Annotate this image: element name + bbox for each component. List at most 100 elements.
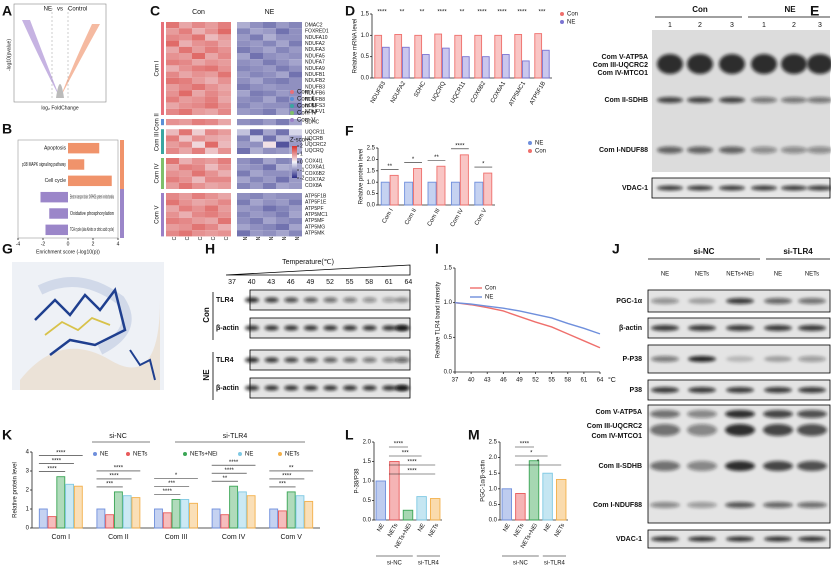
heatmap-cell xyxy=(205,230,218,237)
heatmap-cell xyxy=(276,96,289,103)
blot-band xyxy=(687,185,713,191)
category-label: TCA cycle (aka Krebs or citric acid cycl… xyxy=(70,227,114,233)
row-label: ATP5MG xyxy=(305,224,325,230)
bar xyxy=(237,491,247,529)
y-axis-label: -log10(pvalue) xyxy=(6,39,12,71)
heatmap-cell xyxy=(166,211,179,218)
x-tick-label: 61 xyxy=(581,378,588,384)
heatmap-cell xyxy=(179,96,192,103)
heatmap-cell xyxy=(166,71,179,78)
blot-band xyxy=(764,298,792,304)
legend-title: Z-score xyxy=(290,138,311,144)
blot-band xyxy=(651,387,679,393)
temperature-label: 58 xyxy=(365,279,373,286)
blot-band xyxy=(688,356,716,362)
scale-tick-label: 1 xyxy=(300,151,303,157)
temperature-label: 40 xyxy=(248,279,256,286)
heatmap-cell xyxy=(192,176,205,183)
blot-band xyxy=(284,325,299,331)
heatmap-cell xyxy=(276,141,289,148)
group-label: si-NC xyxy=(694,247,715,256)
heatmap-cell xyxy=(276,205,289,212)
bar xyxy=(528,460,540,521)
heatmap-cell xyxy=(263,164,276,171)
volcano-plot: NE vs Control log₂ FoldChange -log10(pva… xyxy=(6,3,107,111)
heatmap-cell xyxy=(166,22,179,29)
heatmap-cell xyxy=(263,108,276,115)
temperature-label: 61 xyxy=(385,279,393,286)
heatmap-cell xyxy=(263,119,276,126)
heatmap-cell xyxy=(276,158,289,165)
bar xyxy=(189,502,198,529)
bar xyxy=(154,508,163,529)
bar xyxy=(65,483,74,529)
heatmap-cell xyxy=(179,90,192,97)
blot-band xyxy=(726,536,754,542)
blot-band xyxy=(725,461,755,471)
x-tick-label: 4 xyxy=(117,241,120,247)
heatmap-cell xyxy=(179,129,192,136)
column-label: N5 xyxy=(295,234,301,241)
heatmap-cell xyxy=(263,96,276,103)
group-label: Com I xyxy=(155,60,161,76)
significance-label: **** xyxy=(377,10,387,16)
blot-band xyxy=(687,424,717,436)
bar xyxy=(494,34,503,79)
heatmap-cell xyxy=(250,119,263,126)
bar xyxy=(421,54,430,79)
heatmap-cell xyxy=(205,102,218,109)
heatmap-cell xyxy=(218,90,231,97)
heatmap-cell xyxy=(218,77,231,84)
heatmap-cell xyxy=(289,129,302,136)
row-label: ATP5PF xyxy=(305,206,324,212)
bar xyxy=(429,498,441,521)
heatmap-cell xyxy=(237,53,250,60)
blot-band xyxy=(764,387,792,393)
y-axis-label: Relative protein level xyxy=(359,149,365,205)
heatmap-cell xyxy=(263,230,276,237)
legend-marker xyxy=(290,118,294,122)
blot-band xyxy=(245,325,259,331)
blot-band xyxy=(382,385,397,391)
category-label: p38 MAPK signaling pathway xyxy=(22,162,66,168)
row-label: P38 xyxy=(630,387,643,394)
legend-marker xyxy=(290,90,294,94)
bar xyxy=(441,47,450,79)
heatmap-cell xyxy=(166,205,179,212)
heatmap-cell xyxy=(205,176,218,183)
heatmap-cell xyxy=(192,96,205,103)
y-tick-label: 2.5 xyxy=(489,440,498,446)
row-label: COX7A2 xyxy=(305,177,325,183)
heatmap-cell xyxy=(179,230,192,237)
legend-marker xyxy=(290,97,294,101)
heatmap-cell xyxy=(192,129,205,136)
blot-band xyxy=(763,410,793,418)
blot-band xyxy=(688,536,716,542)
bar xyxy=(501,54,510,79)
heatmap-cell xyxy=(166,53,179,60)
bar xyxy=(375,480,387,521)
heatmap-cell xyxy=(179,158,192,165)
heatmap-cell xyxy=(276,230,289,237)
heatmap-cell xyxy=(166,34,179,41)
row-label: ATP5F1B xyxy=(305,193,327,199)
row-label: NDUFA2 xyxy=(305,41,325,47)
series-line xyxy=(454,301,601,335)
blot-band xyxy=(797,502,827,508)
heatmap-cell xyxy=(237,224,250,231)
y-tick-label: 0.0 xyxy=(489,518,498,524)
bar xyxy=(434,33,443,79)
bar xyxy=(427,181,437,206)
legend-label: NETs+NEi xyxy=(190,452,218,458)
heatmap-cell xyxy=(237,40,250,47)
heatmap-cell xyxy=(289,119,302,126)
heatmap-cell xyxy=(263,28,276,35)
heatmap-cell xyxy=(205,224,218,231)
column-label: C4 xyxy=(211,234,217,241)
bar xyxy=(381,46,390,79)
heatmap-cell xyxy=(192,34,205,41)
heatmap-cell xyxy=(289,205,302,212)
x-tick-label: 40 xyxy=(468,378,475,384)
heatmap-cell xyxy=(179,46,192,53)
